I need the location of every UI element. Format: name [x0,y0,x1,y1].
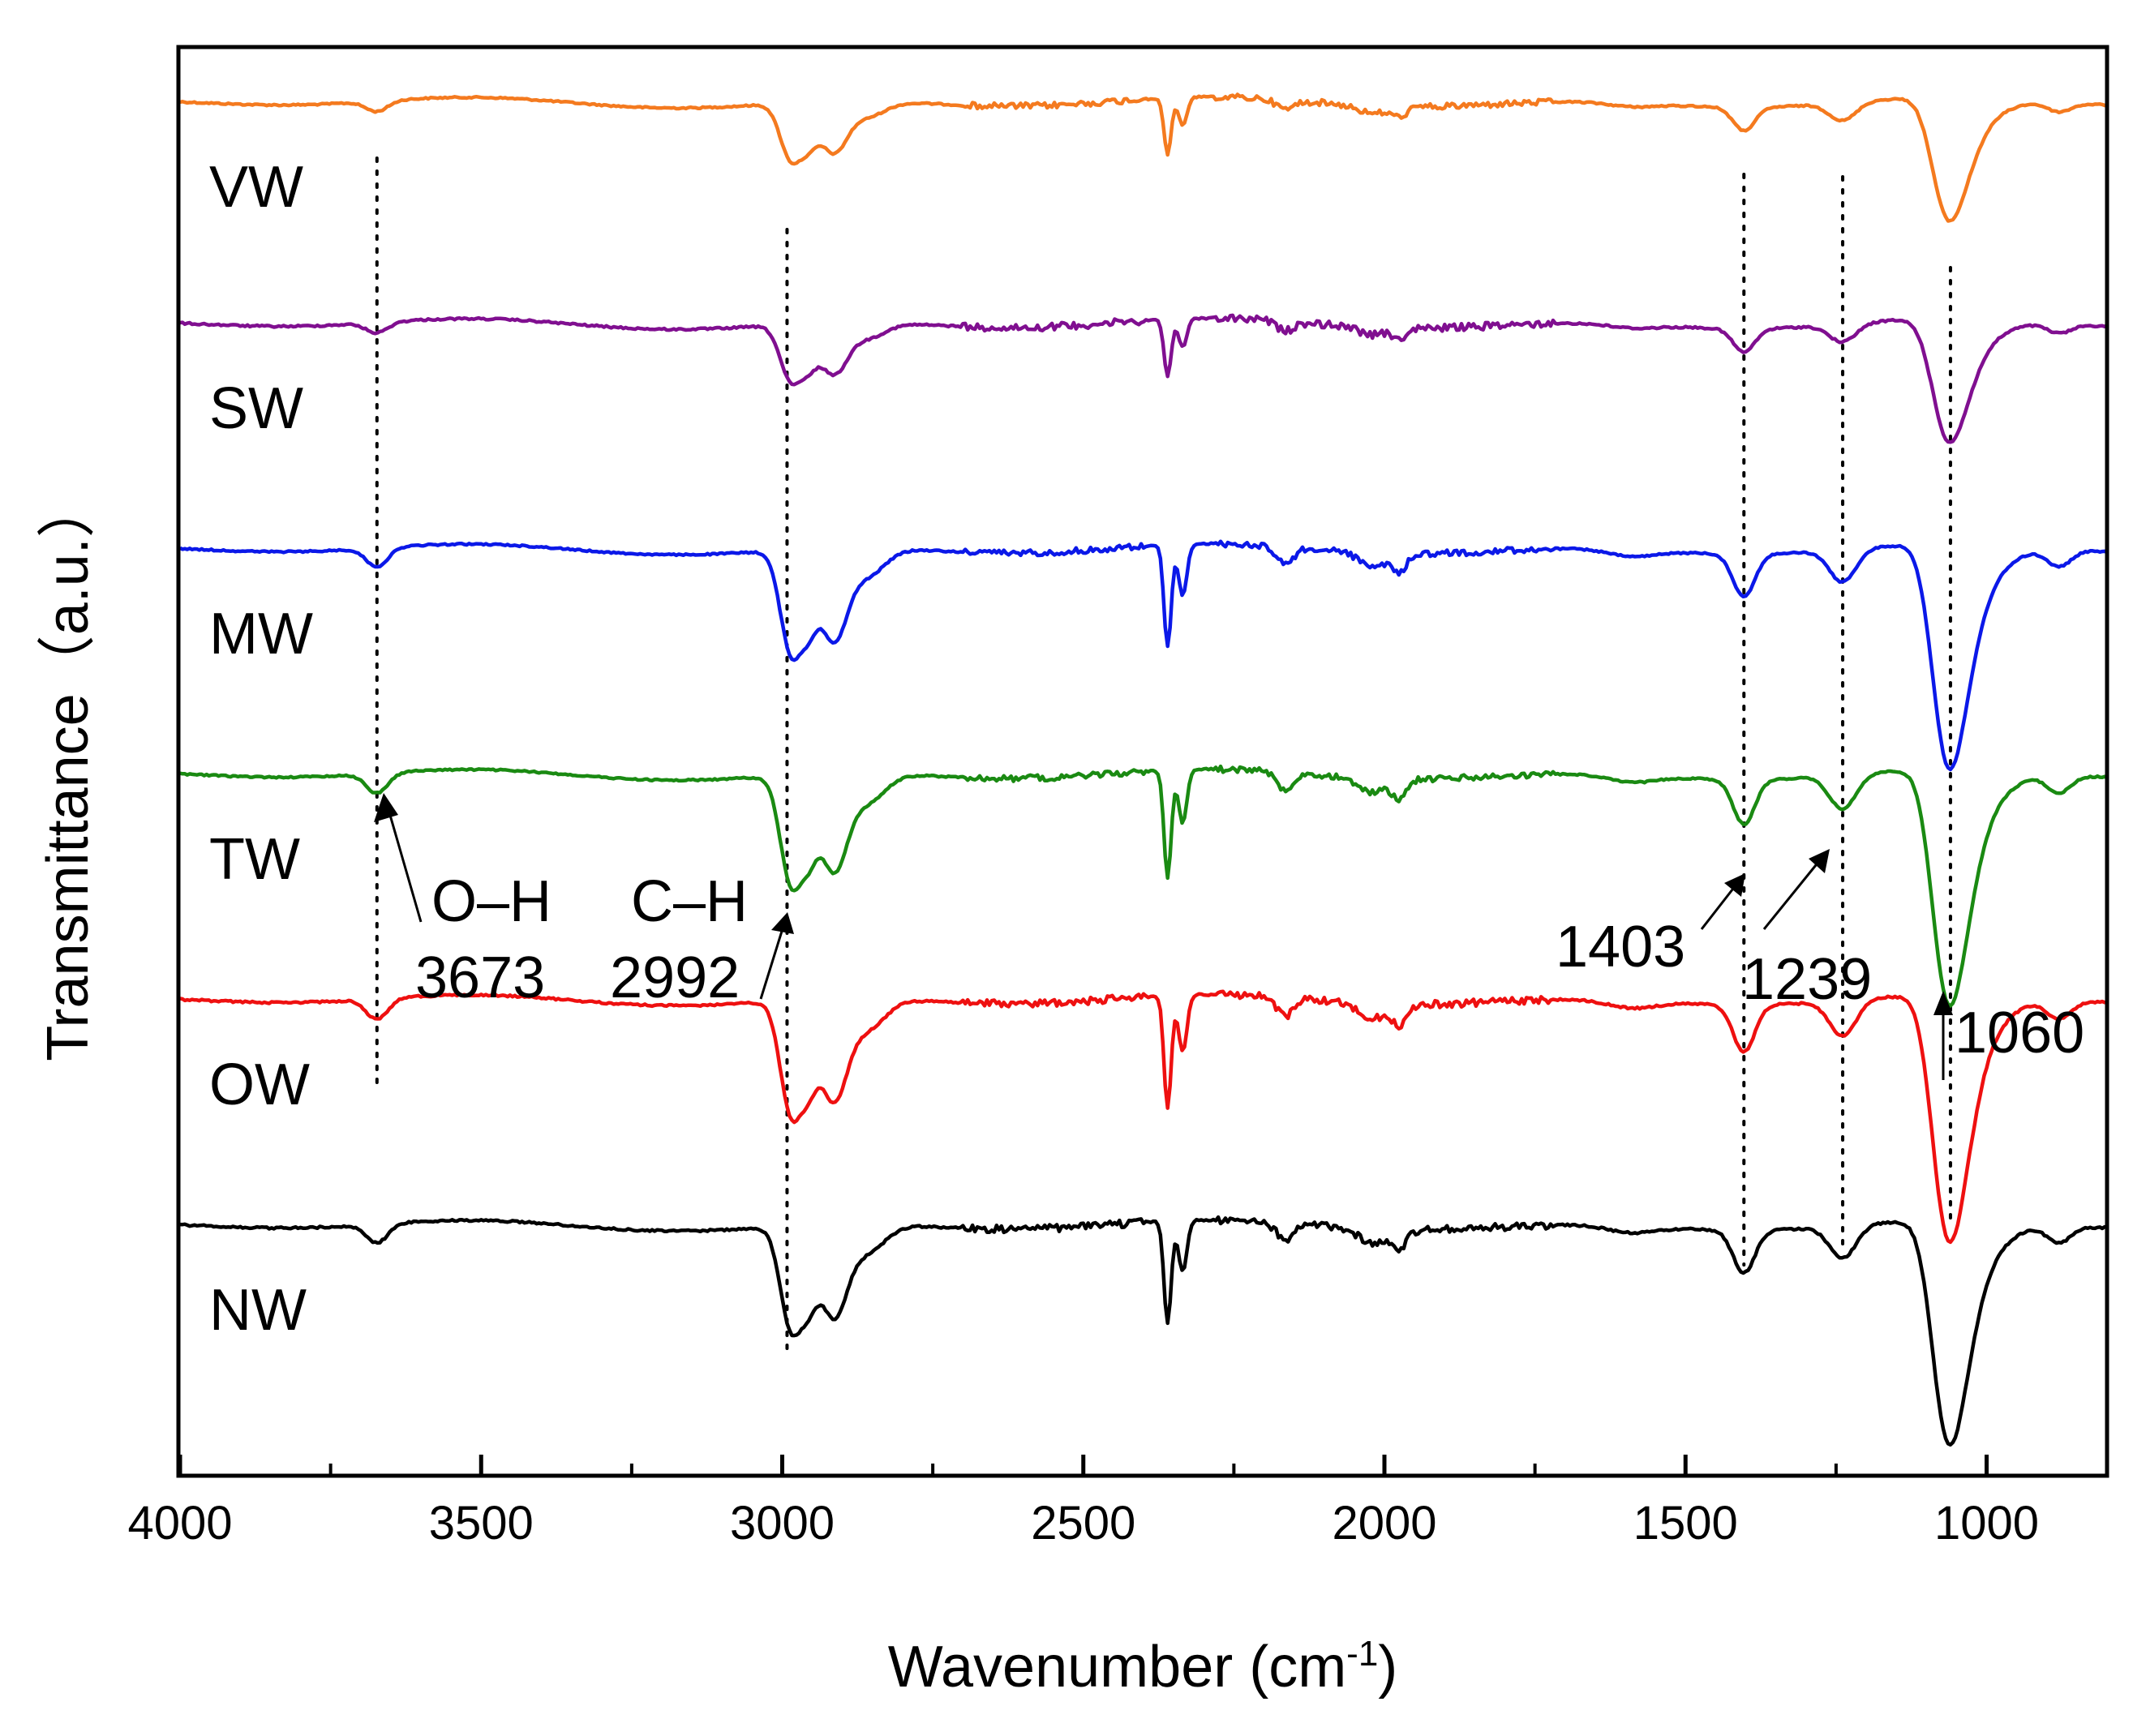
series-label-mw: MW [209,602,313,667]
peak-marker-lines [375,156,1952,1354]
x-axis-title-superscript: -1 [1346,1634,1378,1674]
arrow-oh [374,793,423,923]
peak-1060-label: 1060 [1955,1001,2084,1065]
x-tick-label-1: 3500 [429,1497,534,1550]
series-label-nw: NW [209,1278,307,1343]
x-tick-label-5: 1500 [1633,1497,1738,1550]
arrow-1060 [1933,991,1953,1080]
x-tick-label-6: 1000 [1934,1497,2039,1550]
ch-wavenumber-label: 2992 [610,945,740,1010]
arrow-1403 [1700,873,1745,930]
series-label-ow: OW [209,1052,310,1117]
ch-bond-label: C–H [631,869,748,934]
spectrum-ow [179,989,2108,1245]
spectrum-nw [179,1215,2108,1447]
x-tick-label-3: 2500 [1031,1497,1135,1550]
x-axis-title-close: ) [1378,1635,1397,1700]
spectrum-mw [178,539,2108,772]
x-axis-title: Wavenumber (cm-1) [888,1634,1398,1700]
spectrum-sw [179,313,2108,444]
x-axis-ticks: 4000 3500 3000 2500 2000 1500 1000 [127,1455,2039,1550]
arrow-ch [759,912,794,1000]
peak-annotations: O–H 3673 C–H 2992 1403 1239 1060 [374,793,2084,1080]
x-tick-label-2: 3000 [730,1497,835,1550]
spectrum-vw [179,92,2108,223]
series-label-sw: SW [209,376,303,441]
arrow-1239 [1762,849,1830,930]
plot-frame [176,45,2109,1478]
x-tick-label-4: 2000 [1332,1497,1436,1550]
peak-1403-label: 1403 [1556,915,1685,979]
x-axis-title-text: Wavenumber (cm [888,1635,1346,1700]
spectra-layer [178,92,2109,1447]
peak-1239-label: 1239 [1742,947,1872,1012]
oh-bond-label: O–H [431,869,551,934]
x-tick-label-0: 4000 [127,1497,232,1550]
y-axis-title: Transmittance（a.u.） [36,479,101,1061]
series-label-tw: TW [209,827,300,892]
oh-wavenumber-label: 3673 [415,945,545,1010]
spectrum-tw [179,764,2109,1008]
series-labels: VW SW MW TW OW NW [209,155,313,1343]
series-label-vw: VW [209,155,303,220]
